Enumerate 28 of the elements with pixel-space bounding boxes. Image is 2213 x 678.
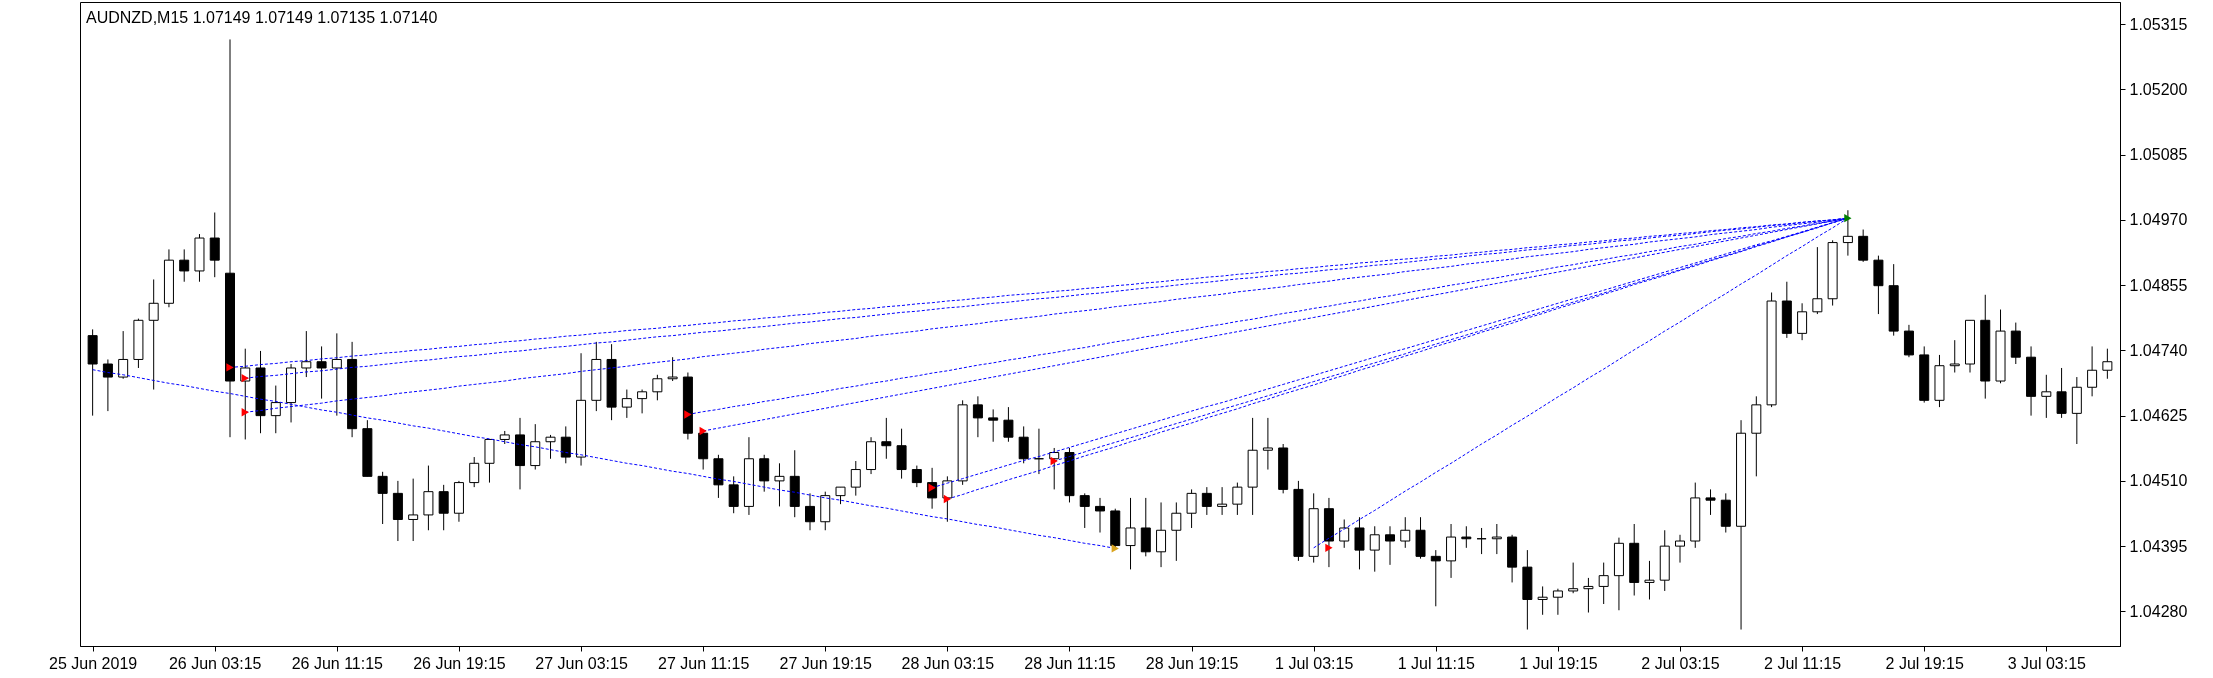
- y-tick-label: 1.04395: [2129, 537, 2188, 555]
- y-tick-label: 1.04970: [2129, 211, 2188, 229]
- y-tick-label: 1.04740: [2129, 341, 2188, 359]
- x-tick-label: 2 Jul 03:15: [1641, 654, 1720, 672]
- x-tick-label: 26 Jun 19:15: [413, 654, 506, 672]
- x-tick-label: 27 Jun 11:15: [657, 654, 750, 672]
- y-tick-label: 1.05315: [2129, 15, 2188, 33]
- y-tick-label: 1.05085: [2129, 146, 2188, 164]
- y-tick-label: 1.04280: [2129, 602, 2188, 620]
- y-tick-label: 1.04855: [2129, 276, 2188, 294]
- y-tick-label: 1.04510: [2129, 472, 2188, 490]
- x-tick-label: 2 Jul 19:15: [1885, 654, 1964, 672]
- x-tick-label: 1 Jul 03:15: [1275, 654, 1354, 672]
- x-tick-label: 3 Jul 03:15: [2007, 654, 2087, 672]
- x-tick-label: 28 Jun 03:15: [901, 654, 995, 672]
- chart-title: AUDNZD,M15 1.07149 1.07149 1.07135 1.07140: [86, 9, 438, 26]
- x-tick-label: 26 Jun 11:15: [291, 654, 384, 672]
- x-tick-label: 2 Jul 11:15: [1764, 654, 1842, 672]
- y-tick-label: 1.04625: [2129, 407, 2188, 425]
- x-tick-label: 1 Jul 11:15: [1397, 654, 1475, 672]
- x-tick-label: 26 Jun 03:15: [168, 654, 262, 672]
- x-tick-label: 28 Jun 19:15: [1145, 654, 1239, 672]
- x-tick-label: 1 Jul 19:15: [1519, 654, 1598, 672]
- x-tick-label: 25 Jun 2019: [49, 654, 138, 672]
- x-tick-label: 27 Jun 03:15: [535, 654, 628, 672]
- y-tick-label: 1.05200: [2129, 80, 2188, 98]
- x-tick-label: 28 Jun 11:15: [1024, 654, 1116, 672]
- x-tick-label: 27 Jun 19:15: [779, 654, 873, 672]
